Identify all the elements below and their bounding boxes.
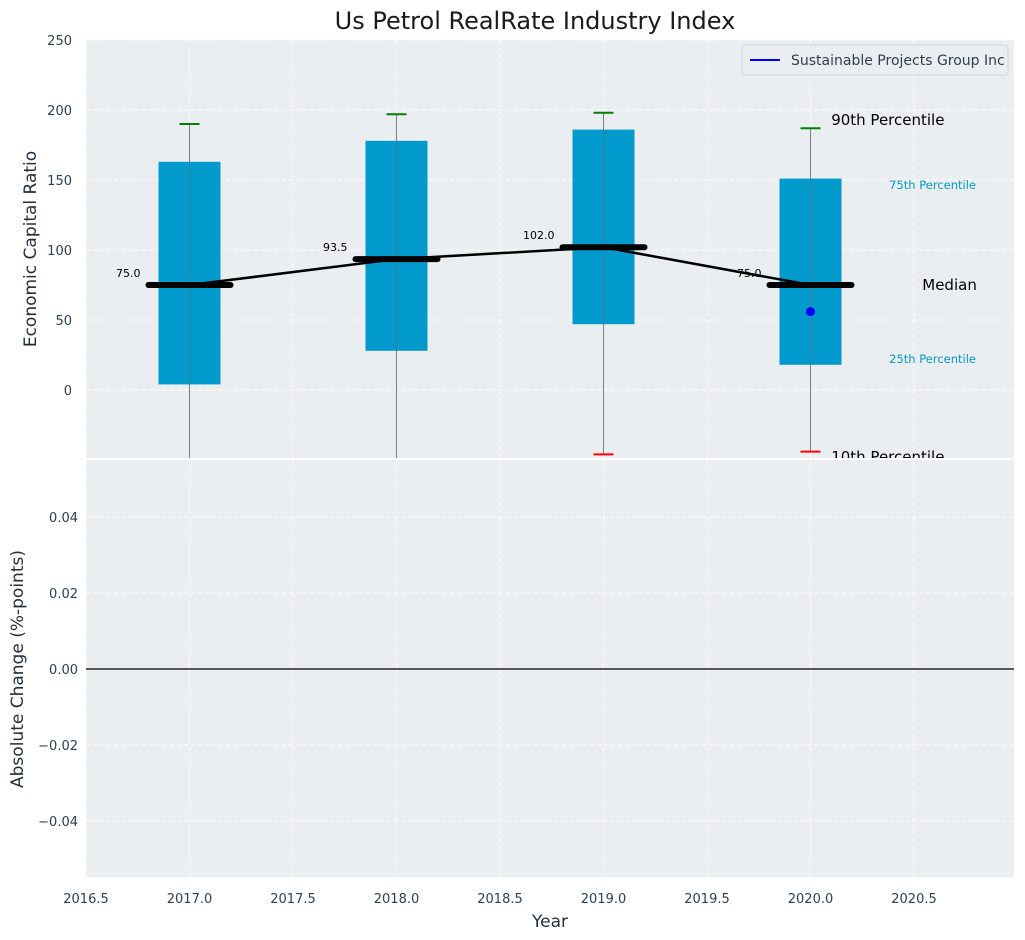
x-tick-label: 2019.5: [684, 892, 730, 907]
median-value-label: 93.5: [323, 241, 348, 254]
box-plot-boxes: 75.0 93.5 102.0 75.0: [116, 111, 855, 458]
box-plot-y-tick-label: 250: [47, 34, 72, 49]
change-panel-y-axis-label: Absolute Change (%-points): [8, 550, 28, 788]
change-panel-y-tick-label: 0.00: [49, 663, 78, 678]
percentile-annotation: 25th Percentile: [889, 352, 976, 366]
company-point: [806, 307, 815, 317]
x-tick-label: 2019.0: [581, 892, 627, 907]
x-tick-label: 2020.0: [788, 892, 834, 907]
box-plot-y-tick-label: 0: [64, 384, 72, 399]
panel-separator: [86, 458, 1014, 460]
percentile-annotation: 75th Percentile: [889, 178, 976, 192]
percentile-annotation: 90th Percentile: [831, 111, 944, 129]
chart-title: Us Petrol RealRate Industry Index: [335, 7, 736, 35]
box-plot-y-ticks: 0 50 100 150 200 250: [47, 34, 72, 399]
median-value-label: 75.0: [737, 267, 762, 280]
box-plot-y-tick-label: 50: [55, 314, 72, 329]
x-tick-label: 2018.5: [477, 892, 523, 907]
median-value-label: 75.0: [116, 267, 141, 280]
x-tick-label: 2018.0: [374, 892, 420, 907]
legend-frame: [741, 44, 1009, 76]
change-panel-y-ticks: −0.04 −0.02 0.00 0.02 0.04: [38, 511, 78, 830]
change-panel: −0.04 −0.02 0.00 0.02 0.04 Absolute Change (…: [8, 460, 1014, 877]
change-panel-y-tick-label: −0.02: [38, 739, 78, 754]
box-plot-background: [86, 40, 1014, 458]
box-plot-panel: 0 50 100 150 200 250 75.0 93.5 102.0 75.0 90th P…: [21, 34, 1014, 466]
box-plot-y-tick-label: 200: [47, 104, 72, 119]
x-axis-ticks: 2016.5 2017.0 2017.5 2018.0 2018.5 2019.0 2019…: [63, 892, 937, 907]
change-panel-y-tick-label: 0.04: [49, 511, 78, 526]
change-panel-y-tick-label: −0.04: [38, 815, 78, 830]
legend: Sustainable Projects Group Inc: [741, 44, 1009, 76]
median-trend-line: [189, 245, 811, 287]
percentile-annotation: Median: [922, 276, 977, 294]
change-panel-y-tick-label: 0.02: [49, 587, 78, 602]
x-tick-label: 2017.0: [167, 892, 213, 907]
x-tick-label: 2016.5: [63, 892, 109, 907]
box-plot-y-tick-label: 150: [47, 174, 72, 189]
x-axis-label: Year: [531, 912, 568, 932]
x-tick-label: 2017.5: [270, 892, 316, 907]
median-value-label: 102.0: [523, 229, 555, 242]
x-tick-label: 2020.5: [891, 892, 937, 907]
box-plot-y-axis-label: Economic Capital Ratio: [21, 151, 41, 347]
legend-label: Sustainable Projects Group Inc: [791, 53, 1005, 69]
box-plot-y-tick-label: 100: [47, 244, 72, 259]
